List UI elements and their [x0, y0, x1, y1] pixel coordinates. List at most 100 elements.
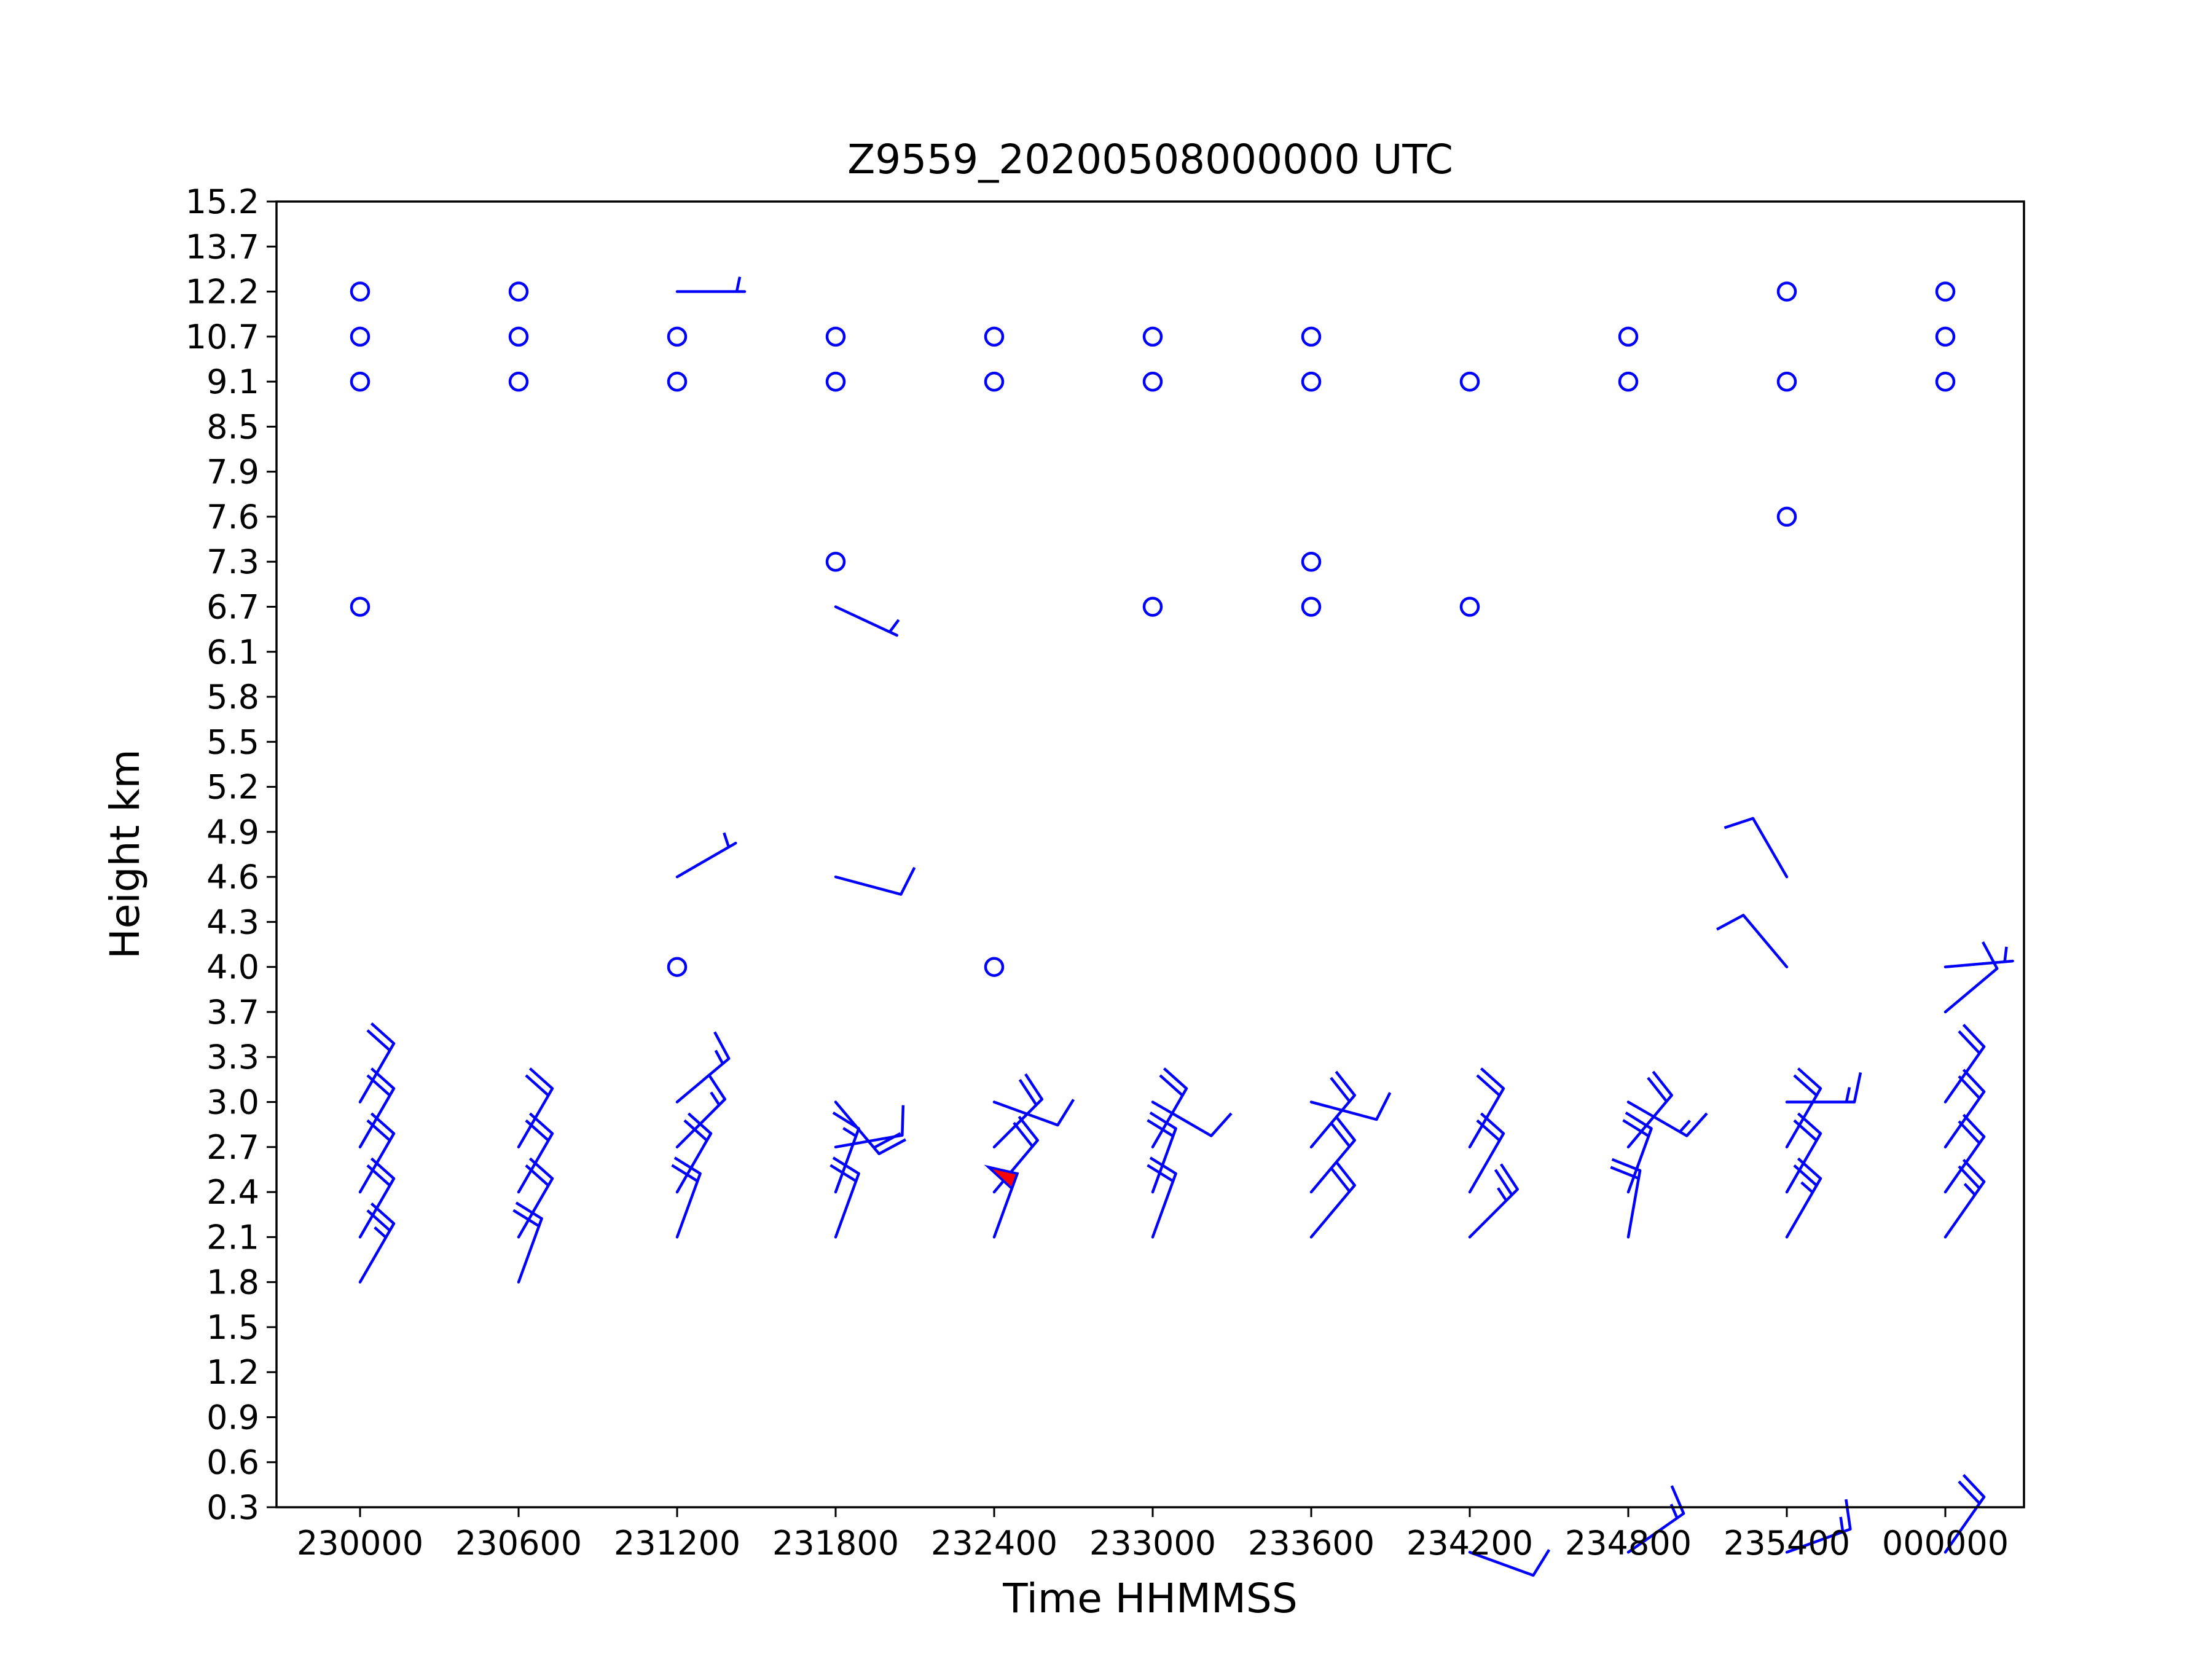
- barb-flag: [1611, 1158, 1641, 1172]
- wind-barb: [1785, 1157, 1822, 1239]
- barb-flag: [525, 1164, 549, 1187]
- barb-shaft: [1785, 1177, 1822, 1239]
- barb-flag: [1647, 1077, 1668, 1102]
- y-tick-label: 3.7: [206, 993, 259, 1032]
- barb-flag: [1018, 1115, 1039, 1142]
- wind-barb: [1622, 1111, 1653, 1194]
- y-tick-label: 4.0: [206, 948, 259, 987]
- barb-shaft: [1751, 817, 1789, 879]
- barb-flag: [1958, 1480, 1981, 1505]
- calm-marker: [984, 326, 1005, 347]
- barb-flag: [1622, 1119, 1650, 1137]
- barb-shaft: [1943, 1090, 1986, 1149]
- y-tick-label: 4.6: [206, 858, 259, 896]
- wind-barb: [1610, 1158, 1642, 1239]
- wind-barb: [1309, 1092, 1392, 1121]
- barb-half-flag: [1497, 1187, 1508, 1202]
- barb-half-flag: [374, 1226, 387, 1239]
- barb-flag: [1610, 1166, 1639, 1180]
- wind-barb: [671, 1156, 702, 1239]
- barb-shaft: [1943, 967, 1999, 1014]
- calm-marker: [350, 281, 371, 302]
- barb-flag: [366, 1074, 391, 1097]
- y-tick-label: 13.7: [186, 227, 259, 266]
- barb-shaft: [1468, 1188, 1520, 1239]
- barb-half-flag: [1679, 1120, 1692, 1133]
- calm-marker: [1142, 326, 1163, 347]
- barb-flag: [528, 1112, 554, 1135]
- barb-pennant: [984, 1164, 1019, 1191]
- calm-marker: [984, 371, 1005, 392]
- barb-flag: [1958, 1120, 1981, 1145]
- barb-flag: [1476, 1074, 1500, 1097]
- barb-flag: [370, 1157, 395, 1180]
- barb-flag: [1149, 1156, 1177, 1175]
- wind-barb: [517, 1157, 554, 1239]
- barb-shaft: [1309, 1094, 1356, 1149]
- y-tick-label: 5.5: [206, 723, 259, 761]
- calm-marker: [1776, 506, 1797, 527]
- wind-barb: [1147, 1111, 1177, 1194]
- wind-barb: [1943, 1158, 1986, 1239]
- calm-marker: [825, 371, 846, 392]
- barb-shaft: [675, 841, 737, 879]
- barb-shaft: [1943, 959, 2014, 968]
- x-tick-label: 231800: [772, 1524, 899, 1563]
- barb-flag: [878, 1138, 906, 1155]
- x-tick-label: 000000: [1882, 1524, 2009, 1563]
- barb-shaft: [1468, 1551, 1535, 1577]
- barb-shaft: [1151, 1172, 1177, 1239]
- barb-flag: [1958, 1030, 1981, 1054]
- barb-flag: [1335, 1115, 1356, 1142]
- wind-barb: [984, 1164, 1019, 1239]
- barb-flag: [366, 1029, 391, 1052]
- barb-half-flag: [888, 619, 900, 633]
- wind-barbs-layer: [358, 276, 2014, 1577]
- wind-barb: [1943, 1024, 1986, 1104]
- wind-barb: [675, 276, 747, 293]
- barb-flag: [525, 1119, 549, 1142]
- wind-barb: [1151, 1067, 1188, 1149]
- wind-barb: [1151, 1100, 1233, 1137]
- barb-shaft: [834, 1172, 860, 1239]
- calm-markers-layer: [350, 281, 1956, 977]
- barb-flag: [1480, 1112, 1505, 1135]
- y-tick-label: 0.3: [206, 1488, 259, 1527]
- plot-area: [276, 202, 2024, 1507]
- wind-barb: [512, 1201, 543, 1284]
- barb-flag: [1500, 1163, 1519, 1190]
- wind-barb: [992, 1115, 1039, 1194]
- y-tick-label: 2.4: [206, 1173, 259, 1212]
- barb-half-flag: [2003, 946, 2008, 962]
- barb-flag: [1532, 1549, 1551, 1577]
- calm-marker: [350, 371, 371, 392]
- y-tick-label: 2.1: [206, 1218, 259, 1257]
- barb-flag: [1330, 1167, 1351, 1193]
- y-tick-label: 15.2: [186, 182, 259, 221]
- barb-flag: [366, 1119, 391, 1142]
- barb-half-flag: [714, 1049, 724, 1065]
- wind-barb: [1943, 1113, 1986, 1194]
- wind-barb: [1943, 1473, 1986, 1554]
- y-tick-label: 3.0: [206, 1083, 259, 1122]
- barb-half-flag: [1839, 1516, 1845, 1532]
- wind-barb: [1147, 1156, 1177, 1239]
- barb-flag: [1013, 1121, 1034, 1148]
- barb-flag: [1724, 817, 1754, 830]
- barb-shaft: [1151, 1127, 1177, 1194]
- calm-marker: [1301, 551, 1322, 572]
- calm-marker: [1618, 326, 1639, 347]
- calm-marker: [825, 326, 846, 347]
- barb-flag: [1330, 1121, 1351, 1148]
- barb-flag: [1962, 1024, 1985, 1048]
- barb-flag: [370, 1022, 395, 1045]
- calm-marker: [1618, 371, 1639, 392]
- barb-flag: [1793, 1119, 1818, 1142]
- wind-barb: [358, 1202, 396, 1284]
- barb-shaft: [1151, 1100, 1213, 1137]
- barb-flag: [1797, 1112, 1822, 1135]
- wind-barb: [1724, 817, 1789, 879]
- y-tick-label: 8.5: [206, 407, 259, 446]
- barb-shaft: [1151, 1087, 1188, 1149]
